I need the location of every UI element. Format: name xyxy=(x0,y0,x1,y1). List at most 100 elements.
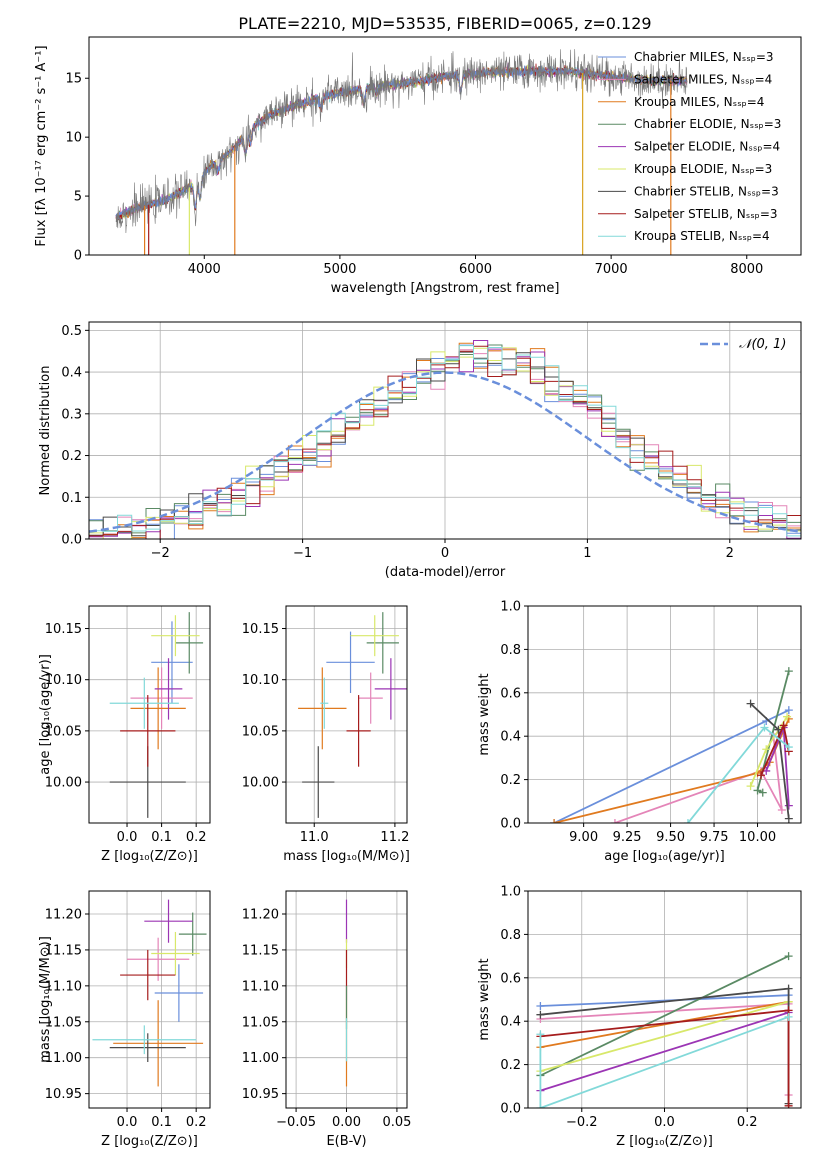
x-tick-label: 6000 xyxy=(459,262,492,277)
panel-spectrum: 4000 5000 6000 7000 8000 0 5 10 15 wavelength [An… xyxy=(34,36,802,296)
panel-weight-age: 9.00 9.25 9.50 9.75 10.00 0.0 0.2 0.4 0.6 0.8 1.0 a… xyxy=(477,600,802,864)
y-tick-label: 11.20 xyxy=(45,907,82,922)
weight-marker xyxy=(784,1101,793,1108)
y-axis-label: mass weight xyxy=(477,958,492,1040)
plot-area xyxy=(536,952,793,1108)
axes-frame xyxy=(88,605,211,824)
plot-area xyxy=(115,49,688,255)
spectrum-model-line xyxy=(115,62,688,221)
panel-mass-EBV: −0.05 0.00 0.05 10.95 11.00 11.05 11.10 11.15 11… xyxy=(242,890,411,1149)
x-tick-label: −0.05 xyxy=(276,1115,316,1130)
legend-label: Chabrier MILES, Nₛₛₚ=3 xyxy=(634,50,774,64)
y-tick-label: 0.4 xyxy=(500,1015,521,1030)
y-tick-label: 5 xyxy=(74,190,82,205)
spectrum-model-line xyxy=(115,65,688,221)
x-tick-label: 0 xyxy=(441,546,449,561)
y-tick-label: 11.00 xyxy=(45,1051,82,1066)
y-tick-label: 0.2 xyxy=(500,773,521,788)
x-tick-label: 0.1 xyxy=(151,830,172,845)
plot-area xyxy=(92,899,207,1087)
legend-label: Salpeter STELIB, Nₛₛₚ=3 xyxy=(634,207,778,221)
legend: Chabrier MILES, Nₛₛₚ=3 Salpeter MILES, Nₛ… xyxy=(598,50,781,243)
figure-title: PLATE=2210, MJD=53535, FIBERID=0065, z=0… xyxy=(238,14,651,33)
y-tick-label: 0 xyxy=(74,249,82,264)
y-tick-label: 0.0 xyxy=(500,817,521,832)
x-tick-label: 11.2 xyxy=(380,830,409,845)
weight-marker xyxy=(758,788,767,797)
weight-marker xyxy=(784,952,793,961)
x-tick-label: 9.00 xyxy=(569,830,598,845)
x-tick-label: 0.00 xyxy=(332,1115,361,1130)
x-axis-label: wavelength [Angstrom, rest frame] xyxy=(331,281,560,296)
y-axis-label: Flux [fλ 10⁻¹⁷ erg cm⁻² s⁻¹ A⁻¹] xyxy=(34,45,49,246)
histogram-step xyxy=(89,351,801,537)
plot-area xyxy=(550,667,793,823)
y-tick-label: 0.2 xyxy=(61,449,82,464)
legend-label: Kroupa STELIB, Nₛₛₚ=4 xyxy=(634,229,770,243)
weight-marker xyxy=(757,771,766,780)
y-tick-label: 0.2 xyxy=(500,1058,521,1073)
weight-marker xyxy=(683,819,692,823)
y-tick-label: 11.10 xyxy=(45,979,82,994)
spectrum-model-line xyxy=(116,64,688,219)
y-tick-label: 10.00 xyxy=(242,776,279,791)
y-tick-label: 11.15 xyxy=(45,943,82,958)
axes-frame xyxy=(88,890,211,1109)
plot-area xyxy=(298,612,407,818)
x-tick-label: 5000 xyxy=(323,262,356,277)
axes-frame xyxy=(527,605,802,824)
legend-label: Salpeter ELODIE, Nₛₛₚ=4 xyxy=(634,140,780,154)
y-axis-label: mass [log₁₀(M/M⊙)] xyxy=(38,936,53,1063)
x-tick-label: −0.2 xyxy=(566,1115,598,1130)
x-tick-label: 9.25 xyxy=(613,830,642,845)
weight-marker xyxy=(784,667,793,676)
y-tick-label: 0.4 xyxy=(61,366,82,381)
weight-line xyxy=(553,718,790,823)
weight-marker xyxy=(784,984,793,993)
y-tick-label: 0.8 xyxy=(500,928,521,943)
gaussian-curve xyxy=(89,371,801,533)
weight-marker xyxy=(536,1010,545,1019)
x-tick-label: −1 xyxy=(293,546,312,561)
y-tick-label: 0.1 xyxy=(61,491,82,506)
y-tick-label: 0.0 xyxy=(61,533,82,548)
x-tick-label: −2 xyxy=(151,546,170,561)
x-axis-label: Z [log₁₀(Z/Z⊙)] xyxy=(101,849,198,864)
y-tick-label: 10.95 xyxy=(45,1087,82,1102)
weight-marker xyxy=(536,1002,545,1011)
spectrum-model-line xyxy=(115,64,687,220)
x-tick-label: 0.1 xyxy=(151,1115,172,1130)
weight-marker xyxy=(784,814,793,823)
weight-line xyxy=(614,733,783,823)
weight-marker xyxy=(777,805,786,814)
legend-label: Kroupa ELODIE, Nₛₛₚ=3 xyxy=(634,162,772,176)
legend-label: Chabrier STELIB, Nₛₛₚ=3 xyxy=(634,184,779,198)
y-tick-label: 15 xyxy=(65,72,82,87)
weight-marker xyxy=(753,786,762,795)
weight-marker xyxy=(783,712,792,721)
x-tick-label: 4000 xyxy=(188,262,221,277)
weight-marker xyxy=(784,743,793,752)
y-tick-label: 0.6 xyxy=(500,971,521,986)
weight-marker xyxy=(779,721,788,730)
y-tick-label: 10.15 xyxy=(45,622,82,637)
spectrum-model-line xyxy=(115,65,688,221)
weight-marker xyxy=(746,699,755,708)
y-tick-label: 11.20 xyxy=(242,907,279,922)
y-tick-label: 10 xyxy=(65,131,82,146)
x-axis-label: (data-model)/error xyxy=(385,565,506,580)
y-tick-label: 11.05 xyxy=(242,1015,279,1030)
y-tick-label: 10.05 xyxy=(242,724,279,739)
x-tick-label: 0.05 xyxy=(382,1115,411,1130)
legend-label: Salpeter MILES, Nₛₛₚ=4 xyxy=(634,72,772,86)
x-tick-label: 0.0 xyxy=(117,1115,138,1130)
x-axis-label: mass [log₁₀(M/M⊙)] xyxy=(283,849,410,864)
x-tick-label: 9.75 xyxy=(700,830,729,845)
weight-marker xyxy=(550,819,559,823)
y-tick-label: 11.00 xyxy=(242,1051,279,1066)
weight-marker xyxy=(784,1012,793,1021)
histogram-step xyxy=(89,345,801,537)
y-tick-label: 1.0 xyxy=(500,885,521,900)
weight-line xyxy=(540,955,789,1077)
